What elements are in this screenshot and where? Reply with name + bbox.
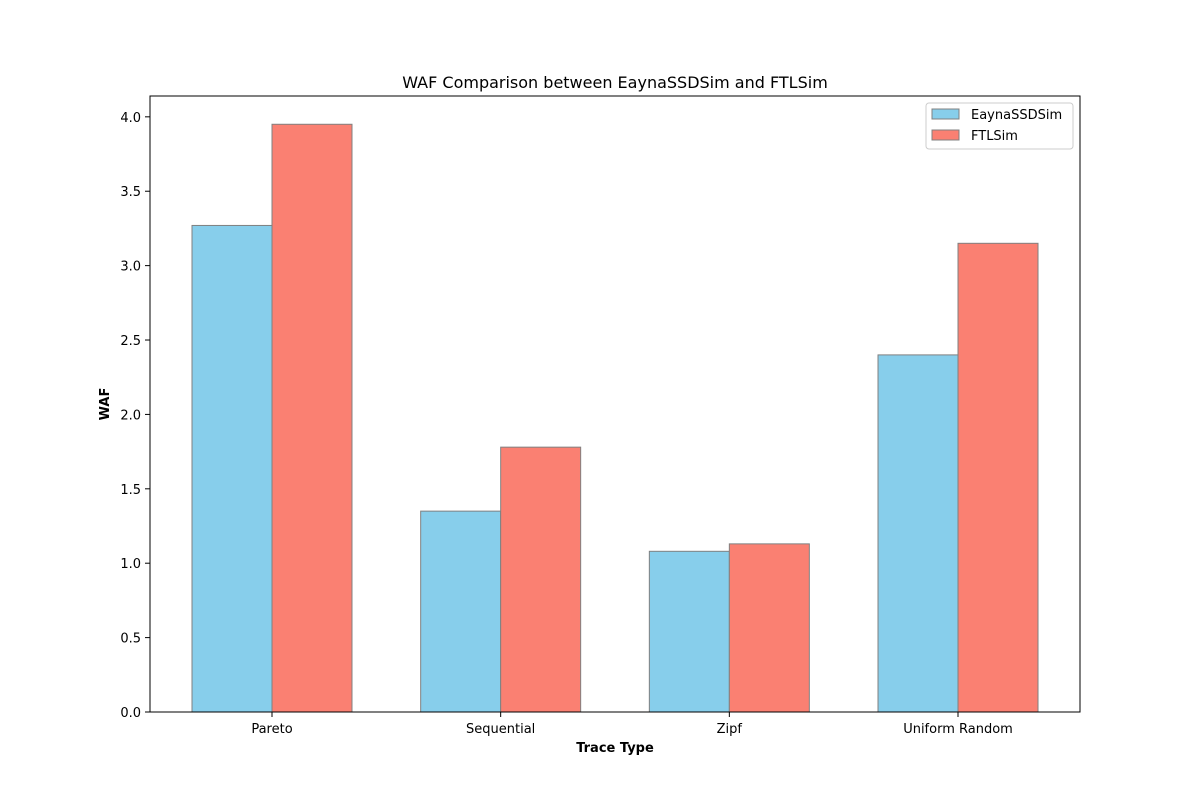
legend-swatch-eaynassdsim	[931, 108, 960, 120]
x-axis-ticks: Pareto Sequential Zipf Uniform Random	[251, 712, 1013, 737]
x-axis-label: Trace Type	[576, 741, 654, 756]
bar-ftlsim-sequential	[500, 446, 582, 713]
y-tick-label: 3.0	[120, 260, 141, 275]
x-tick-label: Uniform Random	[903, 722, 1013, 737]
y-tick-label: 4.0	[120, 111, 141, 126]
legend-label-ftlsim: FTLSim	[971, 129, 1018, 144]
bars-group	[191, 123, 1039, 713]
x-tick-label: Pareto	[251, 722, 292, 737]
legend-label-eaynassdsim: EaynaSSDSim	[971, 108, 1062, 123]
bar-ftlsim-zipf	[728, 543, 810, 713]
legend-box	[925, 102, 1074, 150]
y-tick-label: 0.5	[120, 632, 141, 647]
plot-frame	[149, 95, 1081, 713]
y-tick-label: 3.5	[120, 185, 141, 200]
bar-eaynassdsim-uniform-random	[877, 354, 959, 713]
y-axis-ticks: 0.0 0.5 1.0 1.5 2.0 2.5 3.0 3.5 4.0	[120, 111, 150, 721]
y-tick-label: 1.0	[120, 557, 141, 572]
y-tick-label: 2.0	[120, 408, 141, 423]
legend-swatch-ftlsim	[931, 129, 960, 141]
legend: EaynaSSDSim FTLSim	[925, 102, 1074, 150]
bar-ftlsim-uniform-random	[957, 242, 1039, 713]
x-tick-label: Sequential	[466, 722, 535, 737]
y-tick-label: 1.5	[120, 483, 141, 498]
bar-eaynassdsim-pareto	[191, 224, 273, 713]
x-tick-label: Zipf	[717, 722, 743, 737]
y-axis-label: WAF	[98, 388, 113, 421]
chart-title: WAF Comparison between EaynaSSDSim and F…	[402, 73, 828, 92]
y-tick-label: 2.5	[120, 334, 141, 349]
bar-ftlsim-pareto	[271, 123, 353, 713]
bar-eaynassdsim-zipf	[648, 550, 730, 713]
y-tick-label: 0.0	[120, 706, 141, 721]
bar-eaynassdsim-sequential	[420, 510, 502, 713]
